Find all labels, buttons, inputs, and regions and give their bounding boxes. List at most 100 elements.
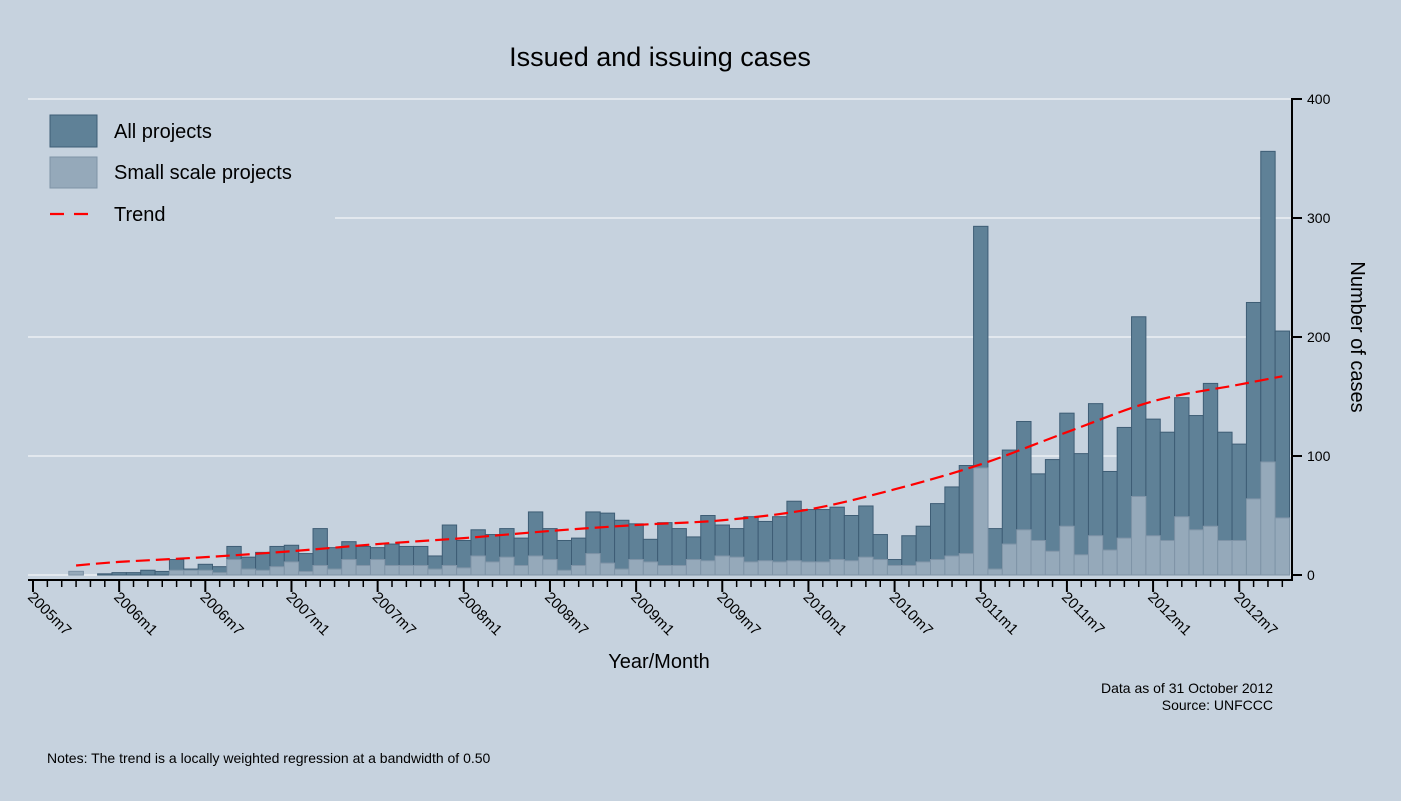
x-tick-label: 2010m1	[800, 589, 850, 639]
bar-small-scale	[930, 559, 946, 576]
bar-small-scale	[456, 567, 472, 576]
bar-small-scale	[1030, 539, 1046, 576]
y-tick-label: 300	[1307, 210, 1331, 226]
y-axis: 0 100 200 300 400	[1291, 91, 1331, 583]
bar-small-scale	[168, 569, 185, 576]
bar-small-scale	[585, 553, 601, 576]
y-axis-label: Number of cases	[1346, 261, 1368, 412]
bar-small-scale	[1116, 537, 1133, 576]
bar-small-scale	[1274, 517, 1291, 576]
x-tick-label: 2011m1	[972, 589, 1022, 639]
bar-small-scale	[341, 559, 357, 576]
bar-all-projects	[125, 572, 142, 576]
bar-small-scale	[599, 562, 616, 576]
bar-small-scale	[657, 564, 673, 576]
bar-small-scale	[441, 564, 458, 576]
legend-label-all: All projects	[114, 121, 212, 143]
bar-small-scale	[1245, 498, 1262, 576]
bar-small-scale	[772, 561, 788, 576]
bar-small-scale	[915, 561, 932, 576]
bar-small-scale	[542, 559, 558, 576]
x-tick-label: 2011m7	[1058, 589, 1108, 639]
bar-small-scale	[427, 568, 443, 576]
bar-small-scale	[1159, 539, 1176, 576]
bar-small-scale	[255, 569, 271, 576]
bar-all-projects	[97, 573, 113, 576]
bar-small-scale	[527, 555, 544, 576]
bar-small-scale	[628, 559, 644, 576]
bar-small-scale	[743, 561, 759, 576]
bar-small-scale	[858, 556, 874, 576]
bar-small-scale	[958, 553, 975, 576]
bar-small-scale	[269, 566, 285, 576]
bar-small-scale	[384, 564, 400, 576]
bar-small-scale	[872, 559, 888, 576]
bar-small-scale	[901, 564, 917, 576]
bar-all-projects	[154, 570, 170, 576]
chart-title: Issued and issuing cases	[509, 42, 811, 72]
x-tick-label: 2008m7	[541, 589, 591, 639]
bar-small-scale	[700, 560, 716, 576]
x-tick-label: 2009m7	[713, 589, 763, 639]
bar-small-scale	[1044, 550, 1061, 576]
bar-small-scale	[714, 555, 730, 576]
legend-label-trend: Trend	[114, 204, 166, 226]
legend: All projects Small scale projects Trend	[28, 104, 335, 226]
bar-small-scale	[815, 561, 831, 576]
bar-small-scale	[1231, 539, 1247, 576]
bar-all-projects	[614, 519, 630, 576]
bar-small-scale	[1202, 525, 1219, 576]
x-axis: 2005m7 2006m1 2006m7 2007m1 2007m7 2008m1 2008…	[24, 579, 1292, 639]
y-tick-label: 400	[1307, 91, 1331, 107]
bar-small-scale	[197, 569, 213, 576]
bar-small-scale	[183, 569, 199, 576]
bar-small-scale	[326, 568, 343, 576]
bar-all-projects	[111, 572, 127, 576]
x-tick-label: 2008m1	[455, 589, 505, 639]
bar-small-scale	[1260, 461, 1276, 576]
bar-small-scale	[1102, 549, 1118, 576]
bar-small-scale	[1016, 529, 1032, 576]
bar-small-scale	[398, 564, 415, 576]
bar-small-scale	[513, 564, 529, 576]
data-as-of: Data as of 31 October 2012	[1101, 680, 1273, 696]
bar-small-scale	[886, 564, 903, 576]
x-tick-label: 2005m7	[24, 589, 74, 639]
bar-small-scale	[68, 570, 84, 576]
bar-small-scale	[614, 568, 630, 576]
x-axis-label: Year/Month	[608, 651, 710, 673]
bar-small-scale	[843, 560, 860, 576]
bar-small-scale	[571, 564, 587, 576]
bar-small-scale	[413, 564, 429, 576]
bar-small-scale	[484, 561, 501, 576]
bar-small-scale	[355, 564, 371, 576]
bar-small-scale	[283, 561, 300, 576]
bar-small-scale	[240, 568, 257, 576]
bar-small-scale	[829, 559, 845, 576]
bar-small-scale	[728, 556, 745, 576]
bar-small-scale	[298, 570, 314, 576]
x-tick-label: 2007m7	[369, 589, 419, 639]
bar-small-scale	[369, 559, 386, 576]
bar-small-scale	[212, 572, 228, 576]
bar-small-scale	[1073, 554, 1089, 576]
bar-small-scale	[1145, 535, 1161, 576]
bar-small-scale	[786, 560, 802, 576]
bar-small-scale	[685, 559, 702, 576]
bar-small-scale	[312, 564, 328, 576]
y-tick-label: 0	[1307, 567, 1315, 583]
bar-small-scale	[973, 467, 989, 576]
bar-small-scale	[1217, 539, 1233, 576]
bar-small-scale	[757, 560, 774, 576]
trend-line	[75, 375, 1283, 567]
y-tick-label: 100	[1307, 448, 1331, 464]
bar-small-scale	[800, 561, 817, 576]
bar-small-scale	[944, 555, 960, 576]
bar-all-projects	[987, 528, 1003, 576]
y-tick-label: 200	[1307, 329, 1331, 345]
bar-small-scale	[470, 555, 486, 576]
legend-swatch-small	[49, 156, 98, 189]
bar-small-scale	[499, 556, 515, 576]
bar-small-scale	[642, 561, 659, 576]
